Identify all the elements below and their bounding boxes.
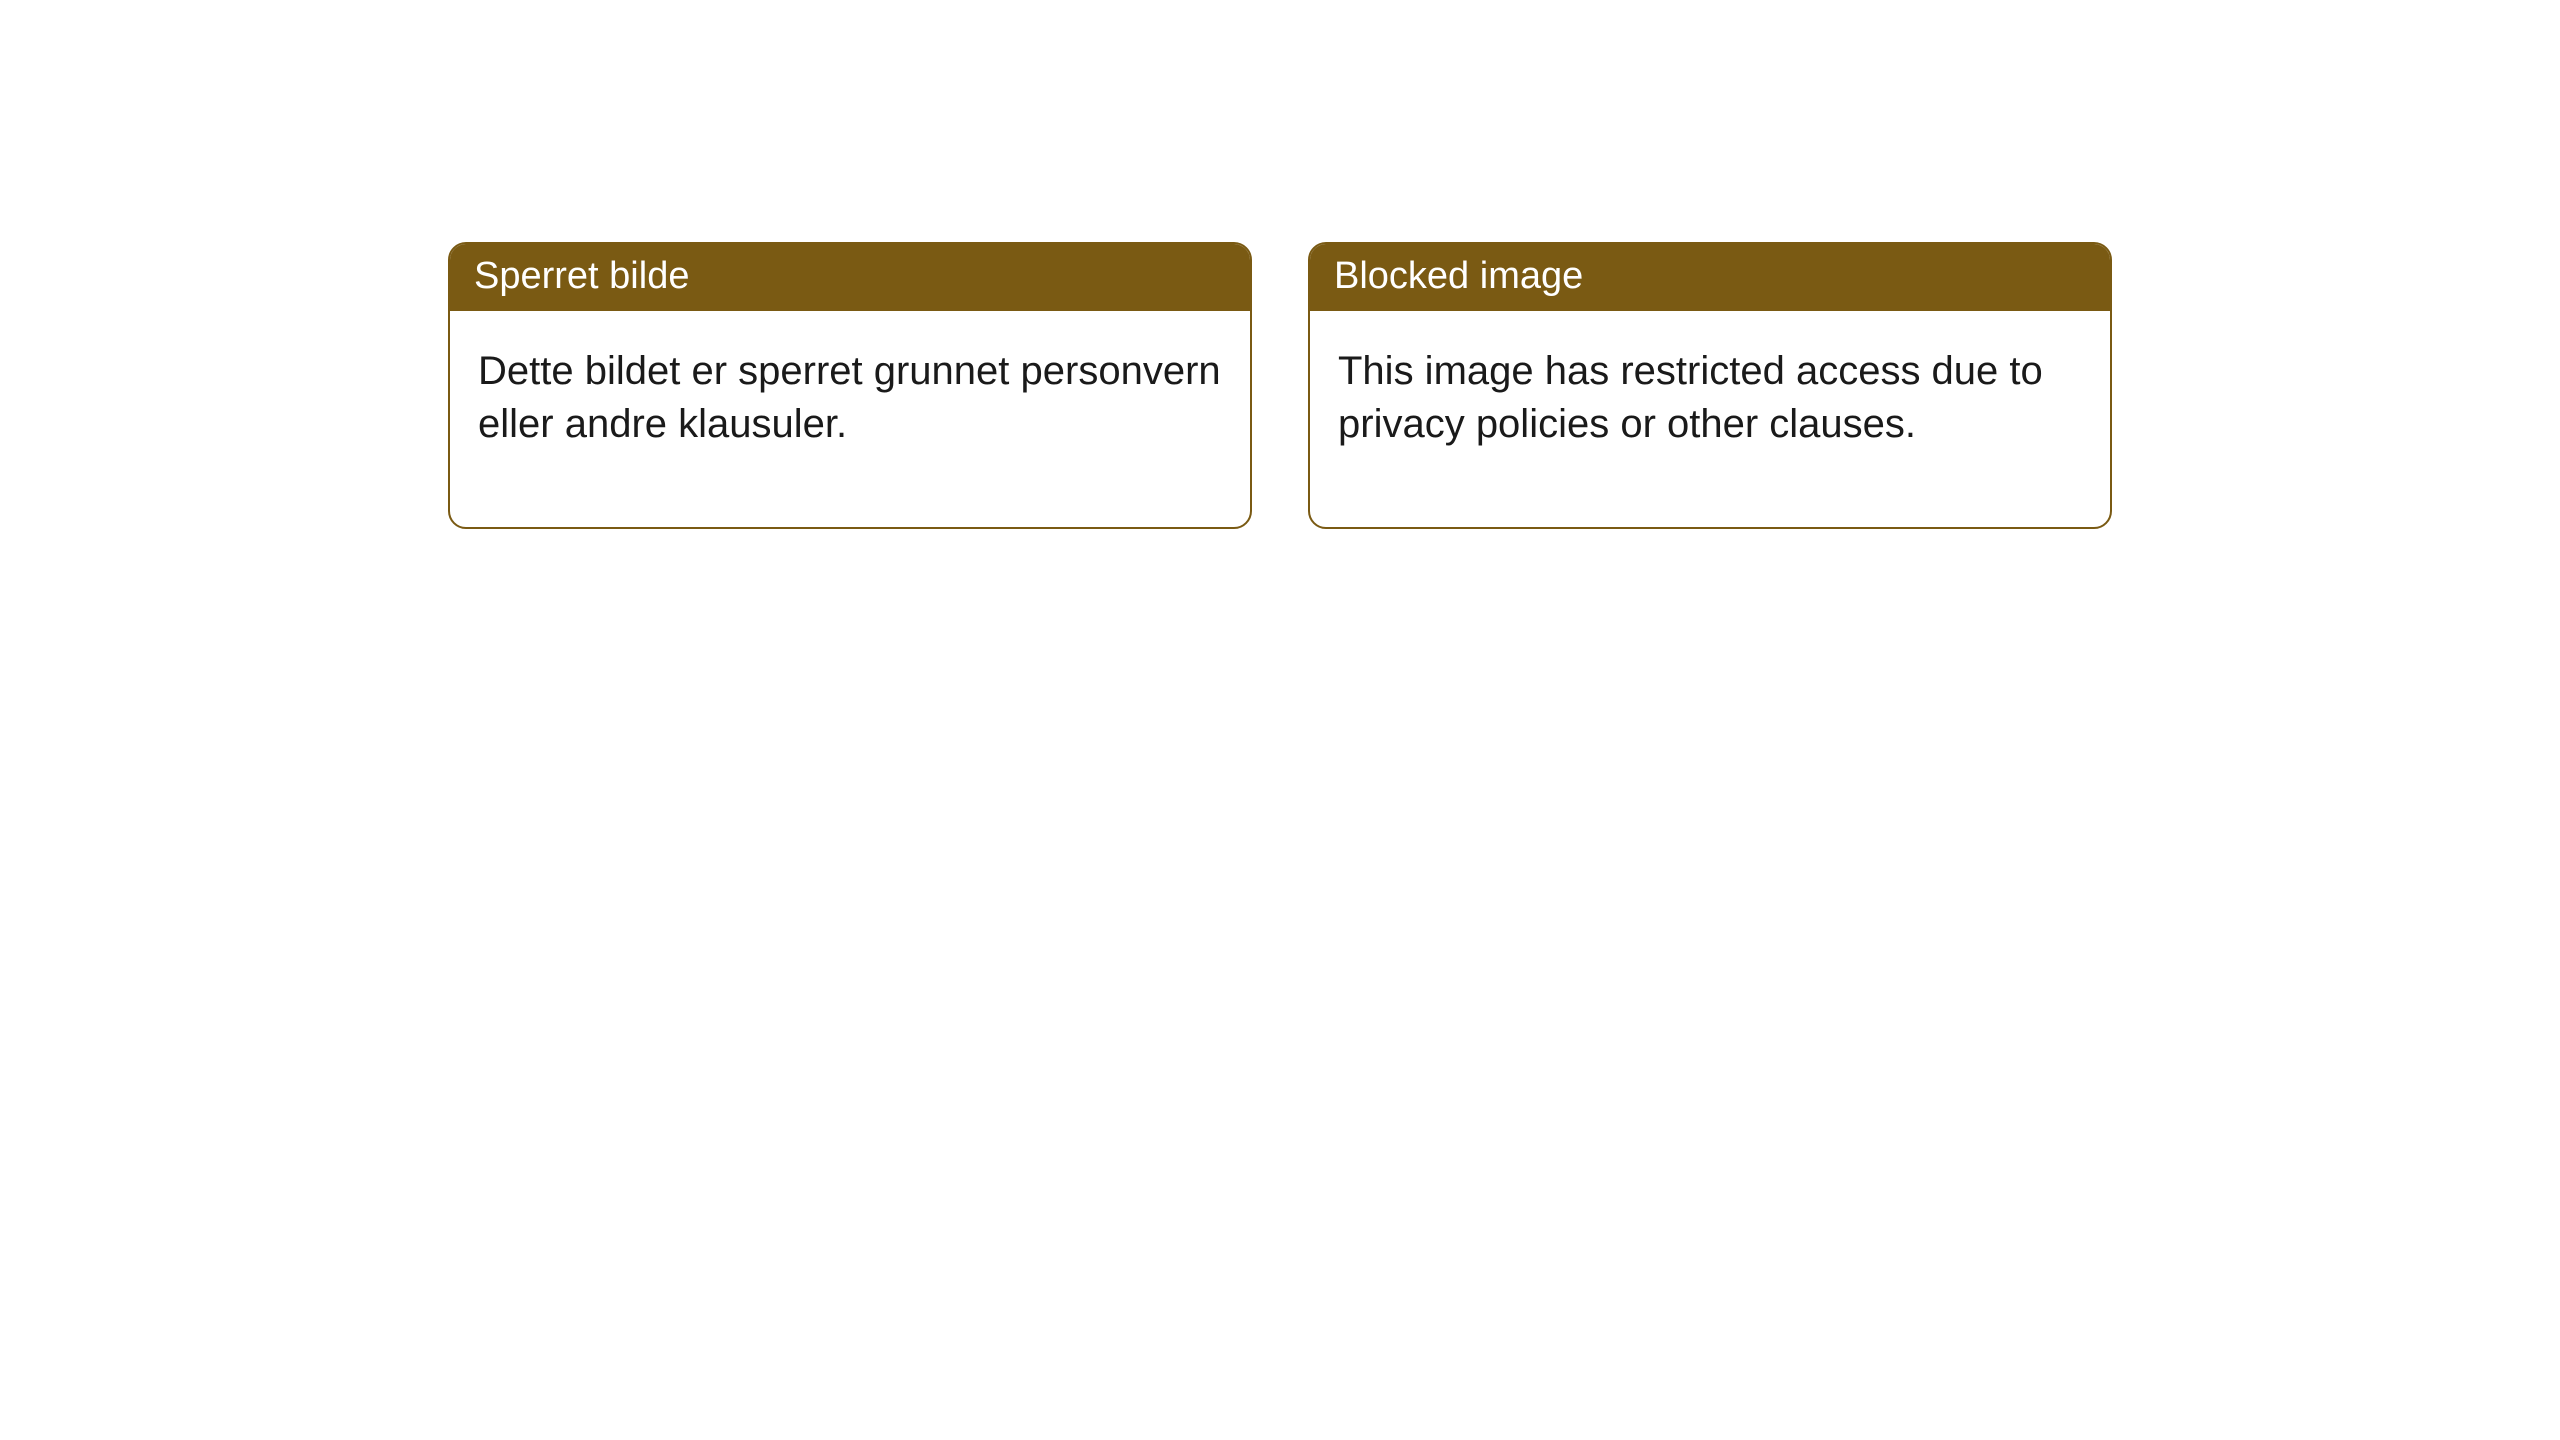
card-body-no: Dette bildet er sperret grunnet personve…	[450, 311, 1250, 527]
card-header-en: Blocked image	[1310, 244, 2110, 311]
card-header-no: Sperret bilde	[450, 244, 1250, 311]
blocked-image-card-en: Blocked image This image has restricted …	[1308, 242, 2112, 529]
cards-container: Sperret bilde Dette bildet er sperret gr…	[0, 0, 2560, 529]
card-body-en: This image has restricted access due to …	[1310, 311, 2110, 527]
blocked-image-card-no: Sperret bilde Dette bildet er sperret gr…	[448, 242, 1252, 529]
